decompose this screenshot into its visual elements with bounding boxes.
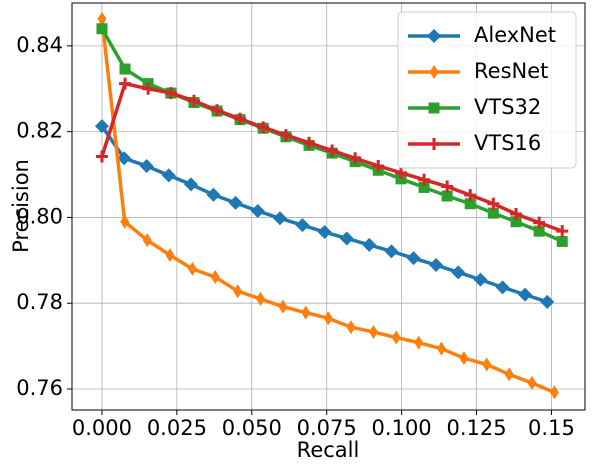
marker <box>255 291 265 306</box>
marker <box>211 104 224 117</box>
marker <box>228 195 243 210</box>
marker <box>372 159 385 172</box>
marker <box>395 173 407 185</box>
legend-label: VTS16 <box>474 131 541 155</box>
marker <box>368 324 378 339</box>
marker <box>317 225 332 240</box>
legend-label: AlexNet <box>474 23 556 47</box>
marker <box>487 197 500 210</box>
marker <box>250 204 265 219</box>
x-tick-label: 0.15 <box>528 416 575 440</box>
marker <box>510 208 523 221</box>
marker <box>395 166 408 179</box>
x-tick-label: 0.000 <box>72 416 132 440</box>
marker <box>414 335 424 350</box>
marker <box>142 233 152 248</box>
marker <box>487 207 499 219</box>
marker <box>504 367 514 382</box>
marker <box>527 375 537 390</box>
marker <box>187 94 200 107</box>
marker <box>210 270 220 285</box>
marker <box>428 138 440 150</box>
y-tick-label: 0.82 <box>16 119 63 143</box>
marker <box>323 311 333 326</box>
marker <box>533 216 546 229</box>
marker <box>418 181 430 193</box>
legend: AlexNet ResNet VTS32 VTS16 <box>397 11 577 169</box>
marker <box>346 320 356 335</box>
y-tick-label: 0.78 <box>16 290 63 314</box>
y-axis-label: Precision <box>9 159 33 253</box>
marker <box>464 189 477 202</box>
marker <box>279 129 292 142</box>
marker <box>161 168 176 183</box>
marker <box>428 102 440 114</box>
marker <box>94 119 109 134</box>
marker <box>233 284 243 299</box>
x-tick-label: 0.075 <box>297 416 357 440</box>
x-tick-label: 0.125 <box>446 416 506 440</box>
marker <box>257 121 270 134</box>
marker <box>451 265 466 280</box>
marker <box>459 351 469 366</box>
marker <box>549 385 559 400</box>
marker <box>301 305 311 320</box>
marker <box>495 280 510 295</box>
marker <box>556 225 569 238</box>
x-tick-label: 0.025 <box>147 416 207 440</box>
marker <box>183 177 198 192</box>
marker <box>96 23 108 35</box>
marker <box>473 272 488 287</box>
marker <box>272 211 287 226</box>
marker <box>429 65 439 79</box>
marker <box>556 235 568 247</box>
marker <box>295 218 310 233</box>
marker <box>278 299 288 314</box>
plot-frame <box>71 2 586 411</box>
marker <box>303 136 316 149</box>
y-tick-label: 0.80 <box>16 204 63 228</box>
marker <box>418 173 431 186</box>
marker <box>120 214 130 229</box>
marker <box>533 225 545 237</box>
marker <box>429 258 444 273</box>
marker <box>187 261 197 276</box>
marker <box>117 151 132 166</box>
marker <box>441 180 454 193</box>
marker <box>326 144 339 157</box>
marker <box>119 63 131 75</box>
legend-label: VTS32 <box>474 95 541 119</box>
marker <box>391 330 401 345</box>
x-axis-label: Recall <box>297 438 360 462</box>
marker <box>510 216 522 228</box>
marker <box>97 11 107 26</box>
marker <box>362 237 377 252</box>
marker <box>518 287 533 302</box>
x-tick-label: 0.100 <box>372 416 432 440</box>
marker <box>139 158 154 173</box>
marker <box>464 198 476 210</box>
marker <box>436 341 446 356</box>
y-tick-label: 0.84 <box>16 33 63 57</box>
marker <box>482 357 492 372</box>
marker <box>95 150 108 163</box>
marker <box>349 152 362 165</box>
marker <box>142 82 155 95</box>
x-tick-label: 0.050 <box>222 416 282 440</box>
legend-label: ResNet <box>474 59 548 83</box>
marker <box>406 251 421 266</box>
marker <box>234 112 247 125</box>
marker <box>165 248 175 263</box>
marker <box>427 29 441 43</box>
marker <box>384 244 399 259</box>
marker <box>206 187 221 202</box>
marker <box>164 87 177 100</box>
marker <box>119 77 132 90</box>
marker <box>540 294 555 309</box>
marker <box>441 190 453 202</box>
y-tick-label: 0.76 <box>16 376 63 400</box>
marker <box>339 231 354 246</box>
legend-box <box>397 11 577 169</box>
